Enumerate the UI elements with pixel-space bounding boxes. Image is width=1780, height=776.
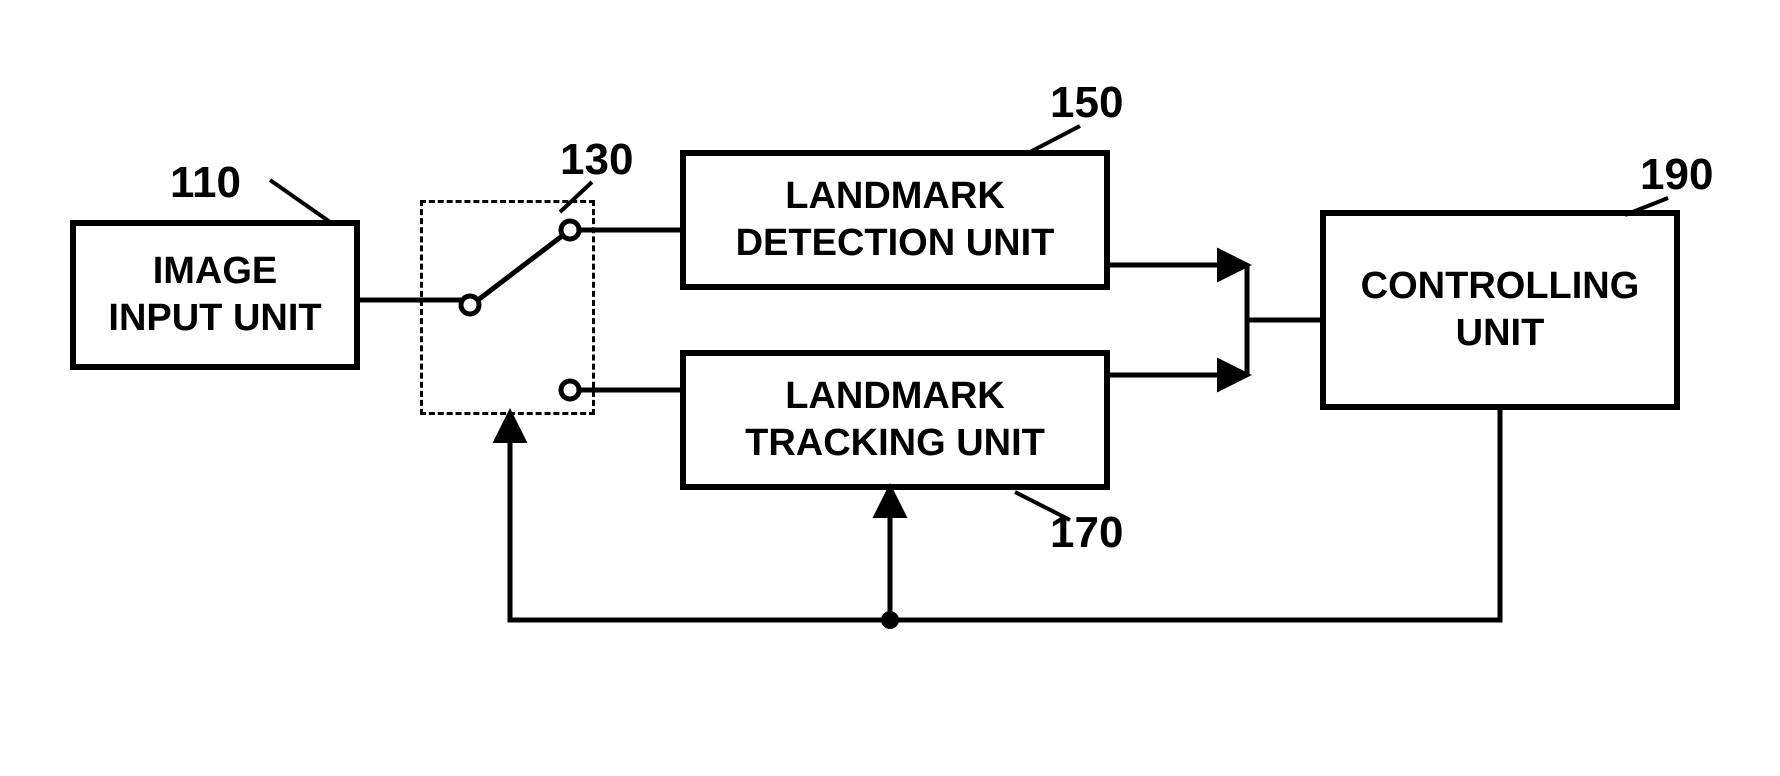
leader-170 (1015, 492, 1070, 520)
edge-merge-to-controlling (1247, 265, 1320, 375)
junction-dot (881, 611, 899, 629)
switch-terminal-in (461, 296, 479, 314)
leader-130 (560, 182, 592, 212)
wires-layer (0, 0, 1780, 776)
switch-arm (478, 236, 562, 300)
switch-terminal-top (561, 221, 579, 239)
leader-190 (1625, 198, 1668, 215)
leader-150 (1030, 126, 1080, 152)
switch-terminal-bot (561, 381, 579, 399)
edge-feedback-main (510, 410, 1500, 620)
leader-110 (270, 180, 330, 222)
block-diagram: IMAGE INPUT UNIT LANDMARK DETECTION UNIT… (0, 0, 1780, 776)
